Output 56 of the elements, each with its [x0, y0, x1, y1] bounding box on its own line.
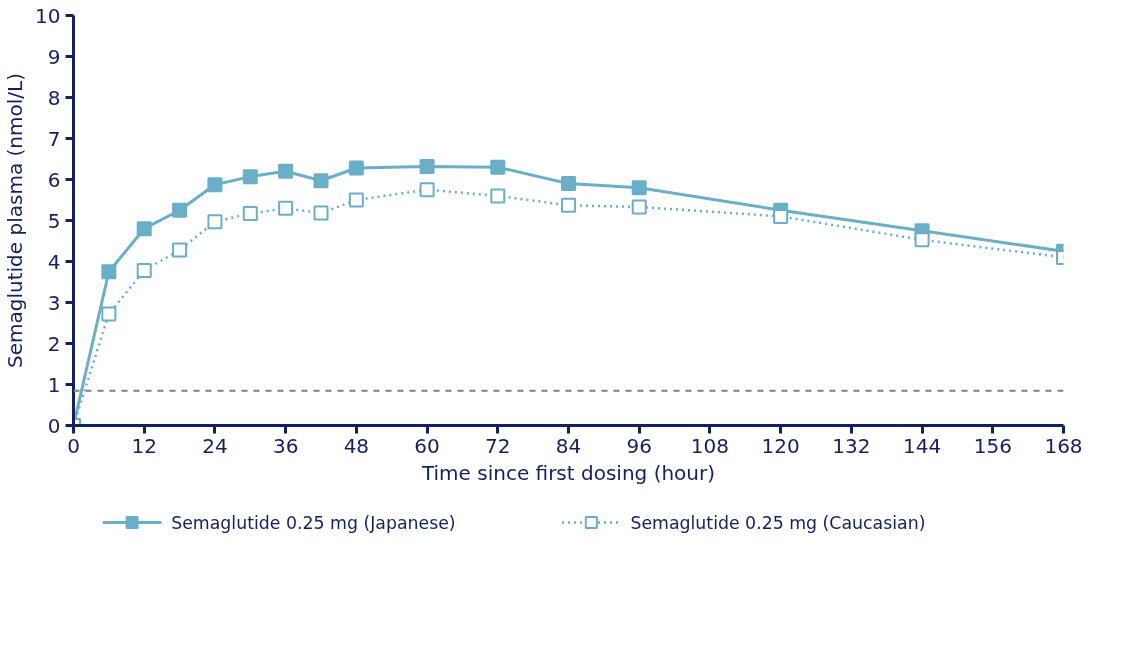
point: [419, 182, 435, 198]
point: [101, 264, 117, 280]
point: [207, 214, 223, 230]
point: [773, 208, 789, 224]
point: [101, 306, 117, 322]
point: [313, 205, 329, 221]
x-tick-label: 96: [626, 433, 652, 458]
x-tick-label: 144: [902, 433, 942, 458]
x-tick-label: 72: [485, 433, 511, 458]
point: [490, 188, 506, 204]
y-tick-label: 0: [47, 413, 61, 438]
point: [914, 232, 930, 248]
y-tick-label: 9: [47, 44, 61, 69]
x-tick-label: 168: [1044, 433, 1083, 458]
point: [631, 180, 647, 196]
x-axis-title: Time since first dosing (hour): [420, 460, 716, 485]
point: [348, 160, 364, 176]
y-tick-label: 2: [47, 331, 61, 356]
x-tick-label: 132: [832, 433, 871, 458]
point: [278, 163, 294, 179]
point: [278, 200, 294, 216]
point: [172, 202, 188, 218]
x-tick-label: 84: [555, 433, 582, 458]
point: [172, 242, 188, 258]
x-tick-label: 0: [67, 433, 80, 458]
y-tick-label: 6: [47, 167, 61, 192]
point: [136, 221, 152, 237]
x-tick-label: 12: [131, 433, 157, 458]
y-tick-label: 5: [47, 208, 61, 233]
y-tick-label: 8: [47, 85, 61, 110]
legend-label: Semaglutide 0.25 mg (Japanese): [171, 512, 456, 533]
y-tick-label: 10: [35, 3, 61, 28]
x-tick-label: 36: [272, 433, 299, 458]
point: [561, 197, 576, 213]
point: [207, 177, 223, 193]
point: [419, 158, 435, 174]
point: [490, 159, 506, 175]
point: [348, 192, 364, 208]
x-tick-label: 48: [343, 433, 370, 458]
x-tick-label: 156: [973, 433, 1012, 458]
point: [631, 199, 647, 215]
x-tick-label: 24: [202, 433, 228, 458]
point: [242, 169, 258, 185]
x-tick-label: 120: [761, 433, 800, 458]
x-tick-label: 60: [414, 433, 440, 458]
y-tick-label: 4: [47, 249, 61, 274]
y-tick-label: 7: [47, 126, 61, 151]
point: [313, 173, 329, 189]
point: [136, 263, 152, 279]
y-tick-label: 3: [47, 290, 61, 315]
y-axis-title: Semaglutide plasma (nmol/L): [3, 73, 28, 368]
legend-label: Semaglutide 0.25 mg (Caucasian): [630, 512, 926, 533]
y-tick-label: 1: [47, 372, 61, 397]
x-tick-label: 108: [690, 433, 730, 458]
point: [561, 176, 576, 192]
point: [242, 206, 258, 222]
